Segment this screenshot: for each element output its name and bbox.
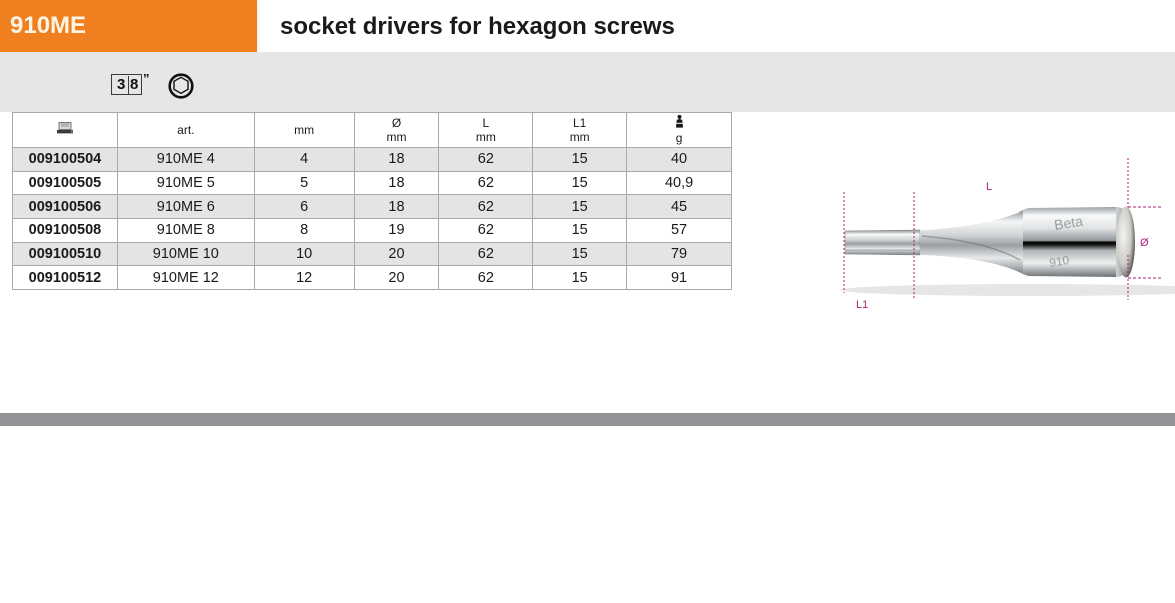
svg-text:L1: L1	[856, 299, 868, 311]
svg-text:L: L	[986, 181, 992, 193]
svg-text:Ø: Ø	[1140, 237, 1149, 249]
